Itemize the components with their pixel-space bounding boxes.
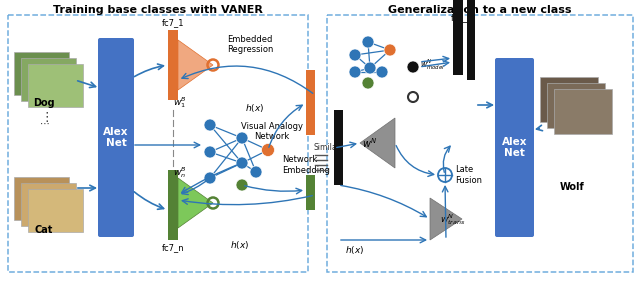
Circle shape — [407, 61, 419, 73]
Circle shape — [204, 172, 216, 184]
Circle shape — [364, 62, 376, 74]
FancyBboxPatch shape — [21, 183, 76, 226]
Circle shape — [362, 77, 374, 89]
Text: Network
Embedding: Network Embedding — [282, 155, 330, 175]
FancyBboxPatch shape — [495, 58, 534, 237]
Circle shape — [236, 132, 248, 144]
FancyBboxPatch shape — [547, 83, 605, 128]
FancyBboxPatch shape — [554, 89, 612, 134]
Text: $w^N_{model}$: $w^N_{model}$ — [420, 58, 445, 72]
Text: $w_1^B$: $w_1^B$ — [173, 96, 187, 110]
Polygon shape — [178, 178, 213, 228]
FancyBboxPatch shape — [334, 110, 343, 185]
Circle shape — [204, 146, 216, 158]
Text: Similar: Similar — [314, 144, 341, 153]
FancyBboxPatch shape — [14, 52, 69, 95]
Text: $w_n^B$: $w_n^B$ — [173, 166, 187, 180]
FancyBboxPatch shape — [21, 58, 76, 101]
Text: Dog: Dog — [33, 98, 55, 108]
Text: $w^N_{trans}$: $w^N_{trans}$ — [440, 212, 465, 227]
Circle shape — [236, 157, 248, 169]
Text: Generalization to a new class: Generalization to a new class — [388, 5, 572, 15]
Circle shape — [349, 49, 361, 61]
Text: $h(x)$: $h(x)$ — [346, 244, 365, 256]
FancyBboxPatch shape — [14, 177, 69, 220]
Polygon shape — [430, 198, 462, 240]
Text: $\vdots$: $\vdots$ — [40, 110, 49, 124]
Circle shape — [376, 66, 388, 78]
FancyBboxPatch shape — [306, 70, 315, 135]
Text: Alex
Net: Alex Net — [502, 137, 527, 158]
Circle shape — [349, 66, 361, 78]
Text: fc7_n: fc7_n — [162, 243, 184, 252]
Circle shape — [204, 119, 216, 131]
Circle shape — [384, 44, 396, 56]
Text: Alex
Net: Alex Net — [103, 127, 129, 148]
Text: Visual Analogy
Network: Visual Analogy Network — [241, 122, 303, 141]
Text: Cat: Cat — [35, 225, 53, 235]
Circle shape — [362, 36, 374, 48]
Circle shape — [236, 179, 248, 191]
Text: Wolf: Wolf — [559, 182, 584, 192]
FancyBboxPatch shape — [306, 175, 315, 210]
FancyBboxPatch shape — [168, 30, 178, 100]
FancyBboxPatch shape — [467, 0, 475, 80]
FancyBboxPatch shape — [98, 38, 134, 237]
Text: $h(x)$: $h(x)$ — [245, 102, 264, 114]
Text: fc7_1: fc7_1 — [162, 18, 184, 27]
Polygon shape — [360, 118, 395, 168]
Circle shape — [250, 166, 262, 178]
Text: $\cdots$: $\cdots$ — [38, 118, 49, 128]
FancyBboxPatch shape — [28, 189, 83, 232]
FancyBboxPatch shape — [28, 64, 83, 107]
Text: fc7_k: fc7_k — [451, 13, 473, 22]
Text: Embedded
Regression: Embedded Regression — [227, 35, 273, 55]
Circle shape — [262, 144, 275, 157]
Text: Training base classes with VANER: Training base classes with VANER — [53, 5, 263, 15]
Text: Late
Fusion: Late Fusion — [455, 165, 482, 185]
FancyBboxPatch shape — [453, 0, 463, 75]
FancyBboxPatch shape — [168, 170, 178, 240]
Text: $h(x)$: $h(x)$ — [230, 239, 250, 251]
FancyBboxPatch shape — [540, 77, 598, 122]
Text: $w^N$: $w^N$ — [362, 136, 378, 150]
Polygon shape — [178, 40, 213, 90]
